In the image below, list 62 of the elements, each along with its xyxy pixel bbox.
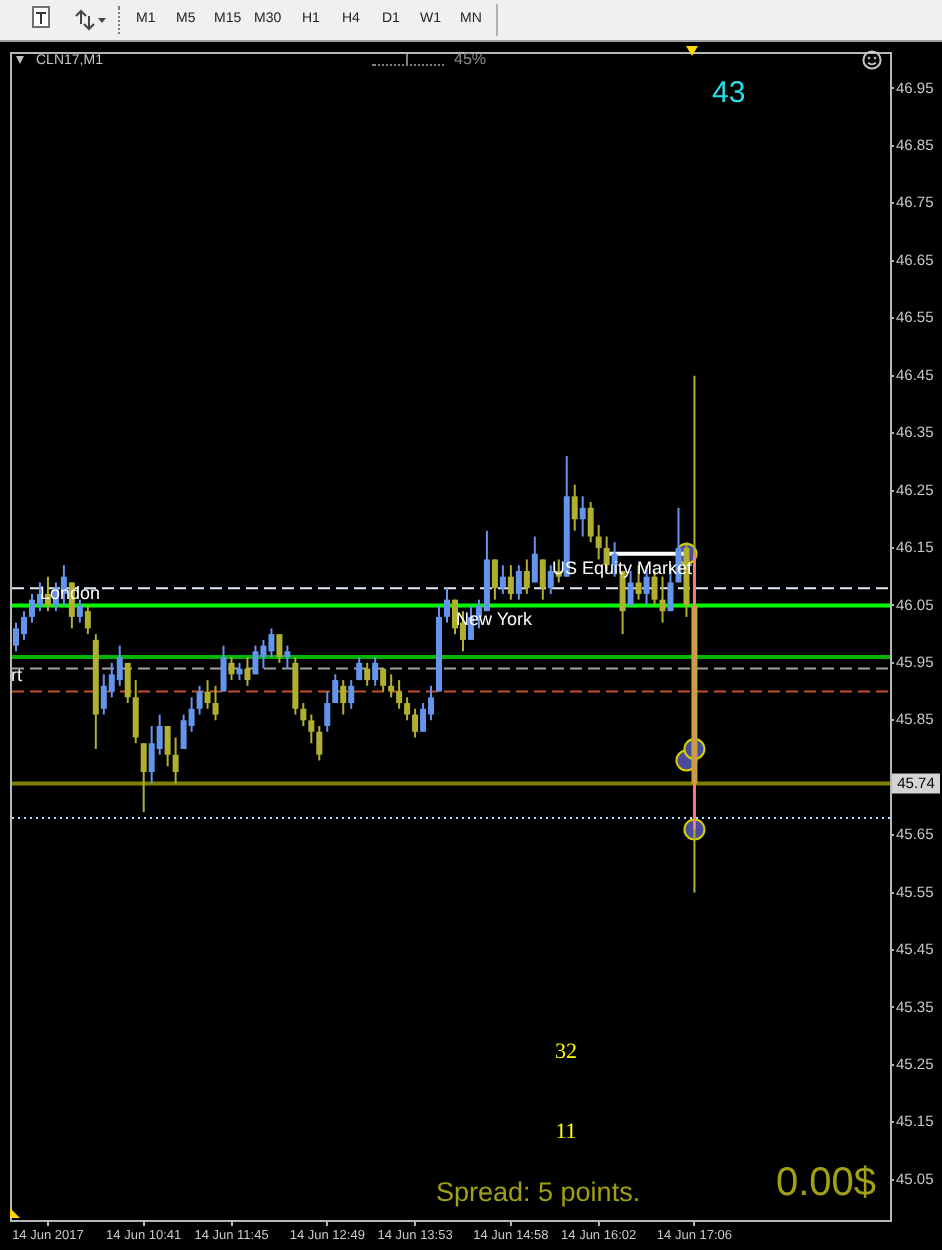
candlestick	[587, 501, 594, 544]
candlestick	[100, 673, 107, 716]
candlestick	[579, 495, 586, 538]
candlestick	[499, 564, 506, 595]
candlestick	[140, 742, 147, 814]
candlestick	[172, 736, 179, 785]
candlestick	[252, 644, 259, 676]
candlestick	[324, 690, 331, 733]
candlestick	[116, 644, 123, 687]
candlestick	[212, 684, 219, 722]
annotation: 32	[555, 1039, 577, 1064]
candlestick	[220, 644, 227, 693]
candlestick	[451, 598, 458, 636]
candlestick	[332, 673, 339, 705]
candlestick	[292, 656, 299, 716]
candlestick	[124, 661, 131, 705]
candlestick	[515, 564, 522, 601]
candlestick	[228, 656, 235, 682]
candlestick	[196, 684, 203, 716]
candlestick	[348, 679, 355, 710]
candlestick	[539, 558, 546, 601]
candlestick	[284, 644, 291, 670]
candlestick	[180, 713, 187, 751]
candlestick	[491, 558, 498, 601]
candlestick	[659, 575, 666, 624]
candlestick	[396, 679, 403, 710]
candlestick	[260, 638, 267, 670]
candlestick	[308, 713, 315, 745]
candlestick	[571, 483, 578, 532]
candlestick	[300, 702, 307, 728]
candlestick	[204, 679, 211, 710]
candlestick	[268, 627, 275, 659]
candlestick	[595, 524, 602, 561]
candlestick	[28, 592, 35, 624]
candlestick	[364, 661, 371, 687]
candlestick	[84, 604, 91, 636]
candlestick	[164, 725, 171, 768]
candlestick	[76, 598, 83, 624]
candlestick	[420, 702, 427, 733]
candlestick	[523, 558, 530, 595]
candlestick	[316, 725, 323, 762]
annotation: 43	[712, 76, 746, 111]
candlestick	[388, 673, 395, 699]
candlestick	[412, 707, 419, 739]
candlestick	[244, 656, 251, 687]
annotation: Spread: 5 points.	[436, 1177, 641, 1208]
annotation: 45%	[454, 50, 487, 69]
annotation: 11	[555, 1119, 577, 1144]
candlestick	[340, 679, 347, 716]
candlestick	[531, 535, 538, 584]
candlestick	[20, 610, 27, 641]
candlestick	[276, 633, 283, 664]
candlestick	[148, 725, 155, 785]
candlestick	[507, 564, 514, 601]
candlestick	[444, 587, 451, 624]
candlestick	[12, 621, 19, 653]
annotation: 0.00$	[776, 1161, 877, 1206]
candlestick	[132, 679, 139, 745]
candlestick	[547, 564, 554, 595]
candlestick	[404, 696, 411, 722]
candlestick	[372, 656, 379, 687]
annotation: rt	[11, 664, 23, 685]
